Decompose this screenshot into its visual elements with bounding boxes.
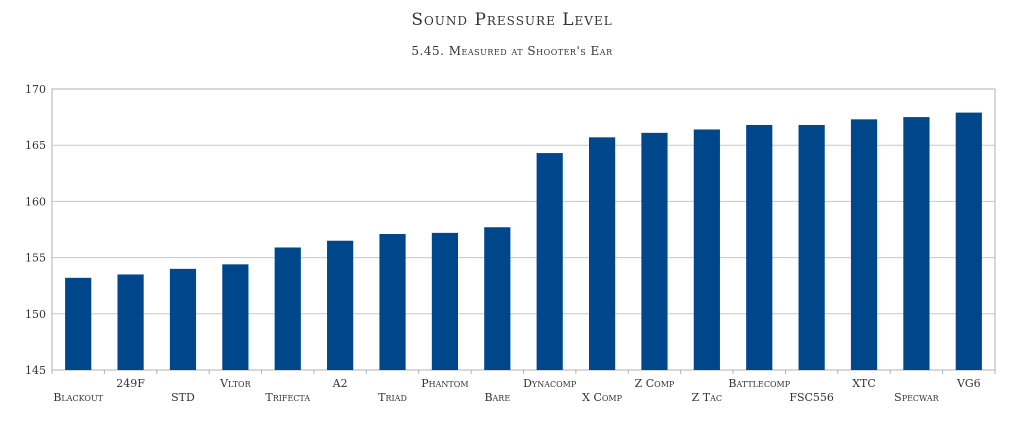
- x-category-label: Z Tac: [692, 391, 722, 404]
- x-category-label: Trifecta: [265, 391, 310, 404]
- y-tick-label: 170: [25, 83, 46, 96]
- x-category-label: VG6: [956, 377, 981, 390]
- bar: [379, 233, 406, 370]
- bar: [117, 274, 144, 370]
- x-category-label: 249F: [116, 377, 145, 390]
- bar: [850, 119, 878, 371]
- bar: [222, 264, 249, 370]
- x-category-label: Blackout: [53, 391, 103, 404]
- bar: [274, 247, 301, 370]
- bar: [327, 240, 354, 370]
- x-category-label: A2: [332, 377, 348, 390]
- bar: [431, 232, 459, 370]
- y-tick-label: 160: [25, 195, 46, 208]
- bar: [955, 112, 982, 370]
- y-tick-label: 150: [25, 308, 46, 321]
- x-category-label: Triad: [378, 391, 407, 404]
- x-category-label: Z Comp: [635, 377, 675, 390]
- y-tick-label: 165: [25, 139, 46, 152]
- x-category-label: Battlecomp: [728, 377, 790, 390]
- bar: [588, 137, 616, 370]
- bar: [484, 227, 511, 370]
- x-category-label: Specwar: [894, 391, 939, 404]
- y-tick-label: 155: [25, 252, 46, 265]
- bar: [903, 117, 930, 370]
- x-category-label: STD: [171, 391, 195, 404]
- bar: [798, 124, 825, 370]
- bar: [641, 132, 668, 370]
- x-category-label: XTC: [852, 377, 876, 390]
- y-tick-label: 145: [25, 364, 46, 377]
- bar: [746, 124, 773, 370]
- x-category-label: Vltor: [219, 377, 251, 390]
- x-category-label: Phantom: [421, 377, 468, 390]
- x-category-label: FSC556: [789, 391, 834, 404]
- x-category-label: X Comp: [582, 391, 622, 404]
- chart-title: Sound Pressure Level: [411, 10, 613, 30]
- bar: [169, 268, 197, 370]
- bar: [65, 277, 92, 370]
- x-category-label: Bare: [484, 391, 510, 404]
- bar: [693, 129, 720, 370]
- bar: [536, 153, 563, 370]
- chart-subtitle: 5.45. Measured at Shooter's Ear: [411, 44, 613, 58]
- x-category-label: Dynacomp: [523, 377, 577, 390]
